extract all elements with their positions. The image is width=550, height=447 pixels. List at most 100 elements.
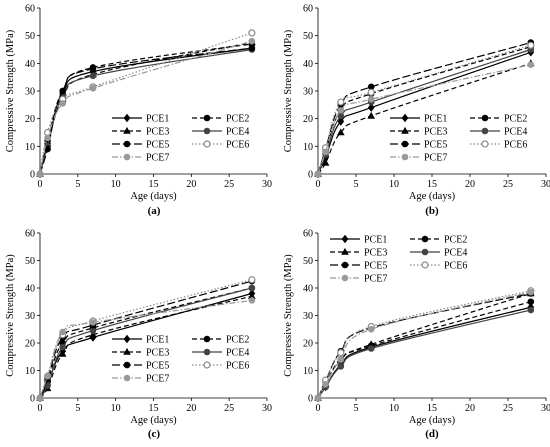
y-tick-label: 60 [25, 4, 35, 15]
data-point [59, 100, 67, 107]
y-tick-label: 40 [25, 59, 35, 70]
data-point [337, 98, 345, 106]
series-pce6 [314, 287, 535, 402]
x-tick-label: 0 [316, 403, 321, 414]
x-tick-label: 0 [38, 179, 43, 190]
y-tick-label: 0 [30, 170, 35, 181]
legend-marker [203, 335, 211, 343]
legend-marker [341, 234, 349, 244]
data-point [89, 72, 97, 80]
legend-marker [341, 261, 349, 269]
y-tick-label: 60 [303, 229, 313, 240]
data-point [59, 343, 67, 351]
legend-entry-pce1: PCE1 [330, 235, 387, 246]
x-tick-label: 0 [316, 179, 321, 190]
legend-marker [123, 126, 131, 134]
legend-entry-pce6: PCE6 [470, 140, 527, 151]
legend-entry-pce7: PCE7 [390, 153, 447, 164]
data-point [89, 327, 97, 334]
data-point [367, 325, 375, 333]
legend-label: PCE5 [146, 361, 169, 372]
legend-entry-pce4: PCE4 [470, 127, 527, 138]
y-tick-label: 60 [303, 4, 313, 15]
series-pce4 [314, 306, 535, 402]
series-pce7 [314, 288, 535, 402]
legend-label: PCE4 [226, 348, 249, 359]
y-tick-label: 10 [303, 366, 313, 377]
x-axis-label: Age (days) [409, 415, 456, 426]
y-tick-label: 20 [303, 114, 313, 125]
y-tick-label: 60 [25, 229, 35, 240]
data-point [89, 84, 97, 92]
legend-label: PCE3 [146, 127, 169, 138]
x-axis-label: Age (days) [130, 415, 177, 426]
legend-marker [421, 235, 429, 243]
chart-panel-1: 0 10 20 30 40 50 60 0 5 10 15 20 25 30 Age (days) Compr… [5, 4, 272, 218]
legend-entry-pce6: PCE6 [192, 361, 249, 372]
data-point [44, 134, 51, 142]
series-line [39, 40, 253, 175]
y-tick-label: 50 [25, 31, 35, 42]
series-line [317, 290, 531, 399]
series-pce1 [36, 289, 256, 403]
y-tick-label: 0 [30, 394, 35, 405]
x-tick-label: 25 [503, 179, 513, 190]
legend-entry-pce3: PCE3 [112, 127, 169, 138]
data-point [248, 297, 256, 304]
x-tick-label: 25 [224, 403, 234, 414]
series-line [317, 301, 531, 399]
x-tick-label: 30 [262, 179, 272, 190]
legend-label: PCE2 [226, 114, 249, 125]
y-tick-label: 30 [25, 87, 35, 98]
legend-label: PCE6 [444, 261, 467, 272]
legend-marker [481, 127, 489, 135]
data-point [321, 158, 330, 166]
x-tick-label: 30 [541, 179, 550, 190]
legend-marker [123, 347, 131, 355]
data-point [367, 103, 375, 112]
series-pce7 [314, 61, 535, 178]
y-tick-label: 20 [303, 339, 313, 350]
y-tick-label: 50 [303, 256, 313, 267]
legend-label: PCE6 [226, 361, 249, 372]
series-pce5 [314, 290, 535, 402]
legend-entry-pce7: PCE7 [330, 274, 387, 285]
legend-marker [123, 334, 131, 344]
legend-marker [341, 274, 349, 282]
data-point [248, 44, 256, 52]
legend-entry-pce5: PCE5 [112, 361, 169, 372]
data-point [314, 394, 322, 402]
legend-marker [401, 140, 409, 148]
series-pce7 [36, 297, 256, 402]
legend-label: PCE5 [424, 140, 447, 151]
data-point [367, 88, 375, 96]
y-tick-label: 40 [303, 284, 313, 295]
legend-marker [203, 114, 211, 122]
legend-entry-pce1: PCE1 [390, 114, 447, 125]
y-axis-label: Compressive Strength (MPa) [5, 29, 16, 152]
legend-entry-pce4: PCE4 [410, 248, 467, 259]
legend-label: PCE1 [364, 235, 387, 246]
series-line [317, 64, 531, 175]
data-point [367, 96, 375, 103]
data-point [527, 41, 535, 49]
data-point [337, 117, 345, 126]
legend-marker [123, 153, 131, 161]
series-pce3 [36, 292, 256, 401]
data-point [337, 112, 345, 120]
x-tick-label: 20 [465, 179, 475, 190]
legend-entry-pce2: PCE2 [410, 235, 467, 246]
series-line [317, 309, 531, 399]
data-point [248, 37, 256, 45]
x-tick-label: 0 [38, 403, 43, 414]
data-point [59, 328, 67, 336]
legend-marker [123, 374, 131, 382]
legend-label: PCE5 [146, 140, 169, 151]
series-line [39, 299, 252, 399]
legend-marker [401, 126, 409, 134]
data-point [337, 363, 345, 370]
legend-marker [123, 140, 131, 148]
legend-label: PCE3 [146, 348, 169, 359]
x-tick-label: 10 [389, 179, 399, 190]
legend-entry-pce1: PCE1 [112, 114, 169, 125]
